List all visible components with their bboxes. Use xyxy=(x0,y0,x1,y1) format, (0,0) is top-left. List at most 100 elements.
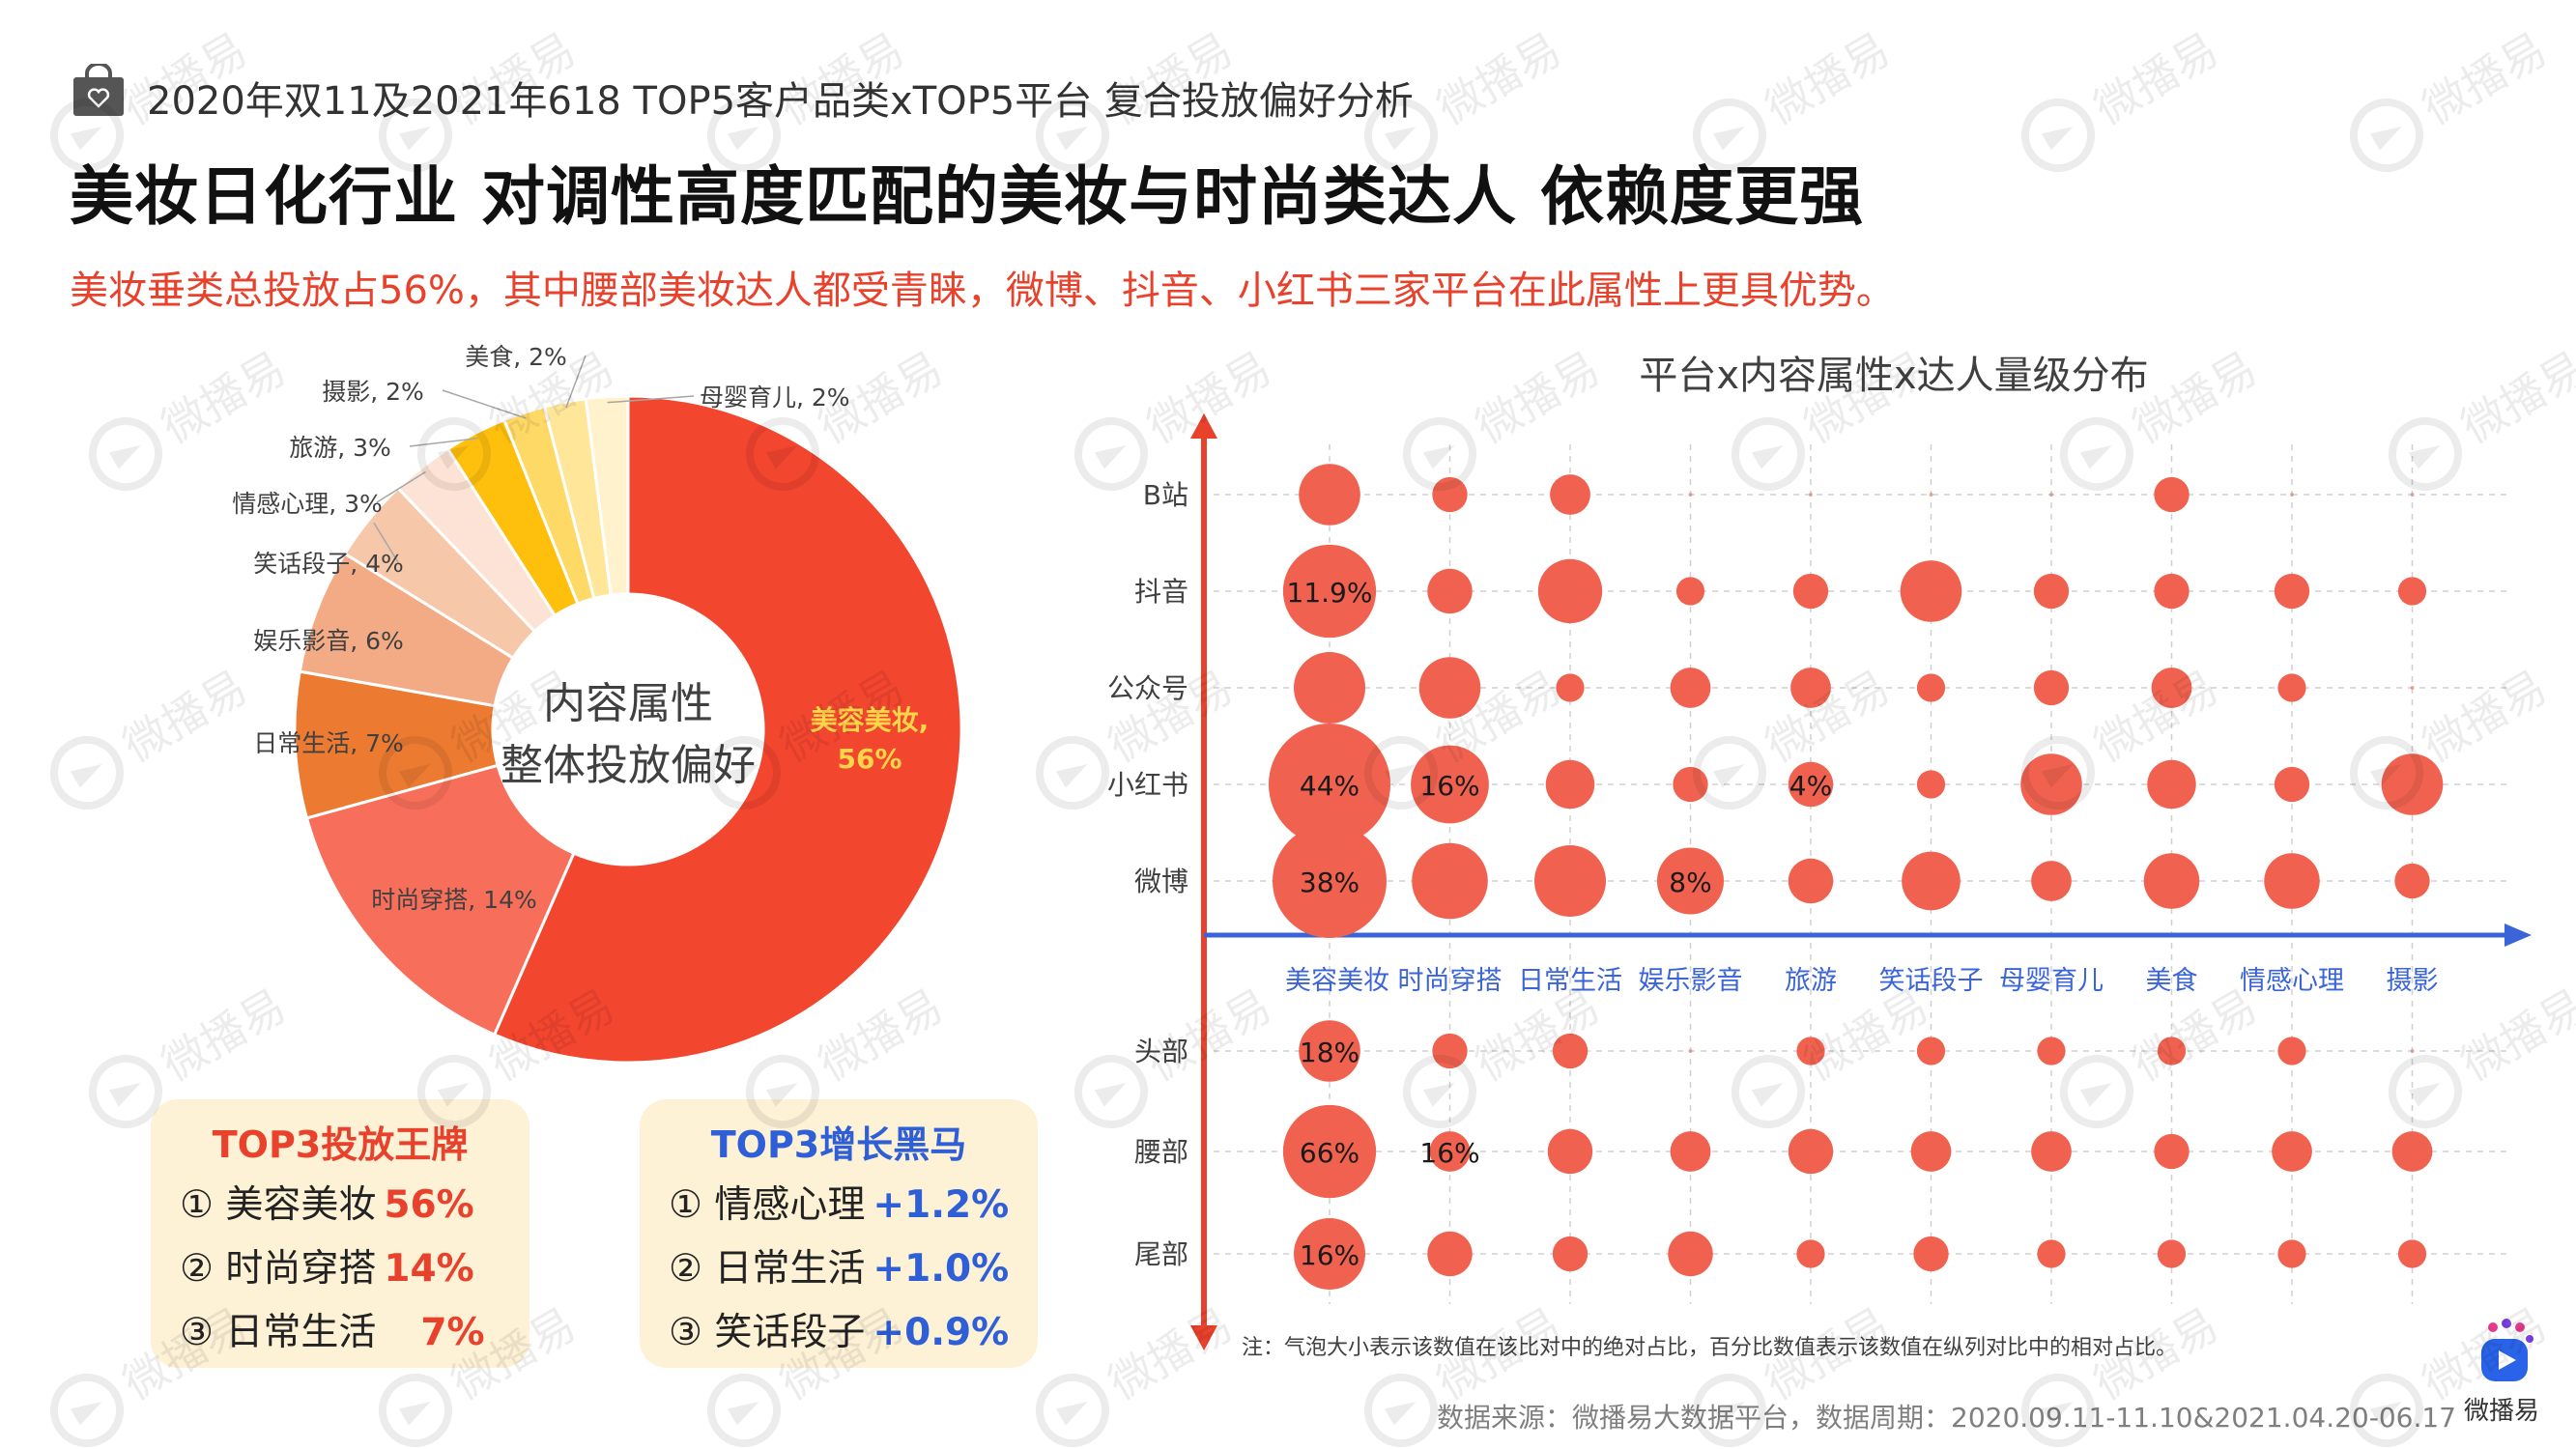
category-name: 笑话段子 xyxy=(714,1311,866,1354)
rank-marker: ③ xyxy=(669,1311,702,1354)
rank-marker: ② xyxy=(180,1247,214,1291)
platform-label: 微博 xyxy=(1134,866,1188,897)
tier-bubble xyxy=(1432,1033,1468,1069)
bubble-chart-note: 注：气泡大小表示该数值在该比对中的绝对占比，百分比数值表示该数值在纵列对比中的相… xyxy=(1242,1336,2177,1360)
platform-bubble xyxy=(2154,573,2190,610)
shopping-bag-heart-icon xyxy=(73,64,124,116)
platform-bubble-label: 38% xyxy=(1300,867,1360,898)
watermark: 微播易 xyxy=(2350,23,2556,172)
platform-bubble xyxy=(1656,847,1725,915)
tier-bubble xyxy=(1796,1239,1825,1268)
tier-bubble-label: 16% xyxy=(1300,1239,1360,1271)
tier-bubble xyxy=(1552,1033,1589,1069)
category-name: 日常生活 xyxy=(714,1247,866,1291)
rank-marker: ③ xyxy=(180,1311,214,1354)
donut-slice-label: 摄影, 2% xyxy=(322,378,424,406)
tier-bubble xyxy=(2277,1239,2306,1268)
x-category-label: 时尚穿搭 xyxy=(1398,966,1503,996)
platform-bubble xyxy=(1412,842,1488,920)
x-category-label: 旅游 xyxy=(1785,966,1837,996)
tier-bubble-label: 16% xyxy=(1419,1137,1479,1169)
x-category-label: 笑话段子 xyxy=(1879,966,1984,996)
category-name: 时尚穿搭 xyxy=(225,1247,377,1291)
donut-slice-label: 时尚穿搭, 14% xyxy=(371,886,536,914)
category-name: 日常生活 xyxy=(225,1311,377,1354)
donut-center-label: 整体投放偏好 xyxy=(501,741,756,790)
rank-marker: ① xyxy=(180,1183,214,1227)
donut-leader-line xyxy=(565,355,587,409)
tier-bubble xyxy=(1688,1049,1693,1053)
platform-bubble xyxy=(2049,493,2053,497)
platform-bubble xyxy=(1675,577,1705,606)
donut-slice xyxy=(304,763,576,1037)
tier-bubble xyxy=(2410,1049,2415,1053)
watermark: 微播易 xyxy=(2021,23,2227,172)
platform-bubble xyxy=(2151,668,2192,708)
platform-bubble xyxy=(2394,863,2430,899)
platform-label: 抖音 xyxy=(1134,576,1188,608)
platform-bubble xyxy=(2143,853,2200,909)
svg-text:微播易: 微播易 xyxy=(1428,23,1570,135)
category-value: 14% xyxy=(384,1247,474,1291)
x-category-label: 娱乐影音 xyxy=(1639,966,1743,996)
platform-bubble xyxy=(1268,723,1391,846)
rank-marker: ① xyxy=(669,1183,702,1227)
tier-bubble xyxy=(2154,1133,2190,1170)
y-axis-arrow-down xyxy=(1190,1325,1217,1350)
x-category-label: 摄影 xyxy=(2387,966,2439,996)
tier-bubble xyxy=(1293,1217,1366,1291)
tier-bubble-label: 18% xyxy=(1300,1037,1360,1068)
growth-value: +1.2% xyxy=(873,1183,1010,1227)
donut-leader-line xyxy=(442,389,527,419)
platform-bubble xyxy=(1533,844,1607,918)
platform-bubble xyxy=(2031,861,2072,901)
platform-bubble xyxy=(1929,493,1933,497)
tier-bubble xyxy=(1670,1131,1711,1172)
x-category-label: 美容美妆 xyxy=(1285,966,1389,996)
tier-bubble xyxy=(2391,1131,2433,1172)
platform-bubble xyxy=(2020,753,2082,815)
top3-growth-row: ③ 笑话段子 +0.9% xyxy=(669,1302,1009,1356)
platform-bubble xyxy=(1550,474,1590,515)
donut-highlight-label: 美容美妆, 56% xyxy=(811,704,930,775)
tier-bubble-label: 66% xyxy=(1300,1137,1360,1169)
platform-bubble xyxy=(1545,759,1595,810)
x-axis-arrow xyxy=(2504,923,2532,947)
tier-bubble xyxy=(2272,1131,2312,1172)
platform-bubble xyxy=(1432,476,1468,513)
svg-text:微播易: 微播易 xyxy=(1757,23,1899,135)
platform-bubble xyxy=(1293,651,1366,724)
platform-bubble xyxy=(2274,573,2310,610)
tier-label: 腰部 xyxy=(1134,1136,1188,1168)
tier-bubble xyxy=(2397,1239,2427,1268)
platform-bubble-label: 44% xyxy=(1300,770,1360,802)
platform-bubble xyxy=(2381,753,2444,815)
platform-bubble-label: 16% xyxy=(1419,770,1479,802)
rank-marker: ② xyxy=(669,1247,702,1291)
donut-leader-line xyxy=(373,522,399,563)
platform-bubble xyxy=(1427,568,1473,614)
tier-bubble xyxy=(2031,1131,2072,1172)
platform-bubble xyxy=(1788,761,1834,808)
tier-bubble xyxy=(2277,1037,2306,1065)
platform-label: B站 xyxy=(1143,479,1188,511)
platform-bubble xyxy=(2033,669,2070,706)
tier-bubble xyxy=(1916,1037,1946,1065)
donut-slice-label: 笑话段子, 4% xyxy=(253,550,404,578)
data-source-note: 数据来源：微播易大数据平台，数据周期：2020.09.11-11.10&2021… xyxy=(1437,1402,2456,1434)
tier-bubble xyxy=(1910,1131,1952,1172)
platform-bubble xyxy=(2397,577,2427,606)
platform-bubble xyxy=(1673,766,1708,803)
donut-leader-line xyxy=(409,437,478,447)
platform-bubble xyxy=(1272,823,1388,939)
category-value: 56% xyxy=(384,1183,474,1227)
x-category-label: 母婴育儿 xyxy=(1999,966,2104,996)
tier-bubble xyxy=(1796,1037,1825,1065)
platform-bubble xyxy=(1282,544,1377,639)
tier-bubble xyxy=(1788,1128,1834,1175)
donut-slice xyxy=(492,394,963,1065)
top3-placement-row: ② 时尚穿搭 14% xyxy=(180,1238,474,1293)
platform-bubble xyxy=(1790,668,1831,708)
